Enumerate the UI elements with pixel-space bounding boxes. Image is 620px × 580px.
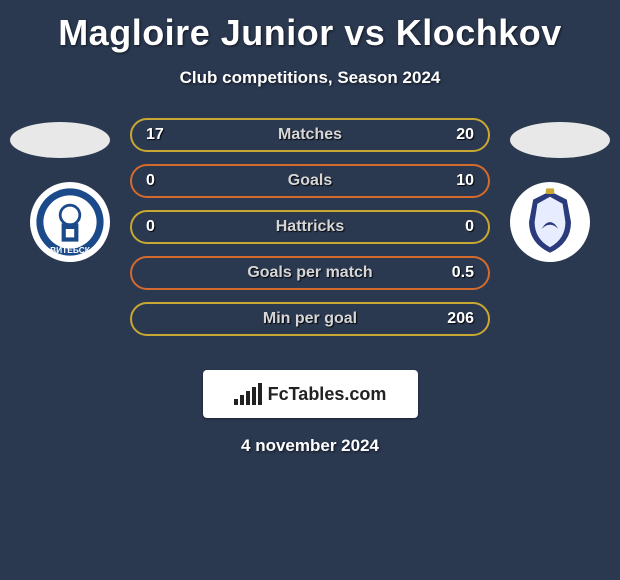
stat-label: Goals per match [247,264,372,282]
crest-left-icon: ВИТЕБСК [35,187,105,257]
svg-text:ВИТЕБСК: ВИТЕБСК [50,245,91,255]
flag-left [10,122,110,158]
stat-right-value: 0 [465,218,474,236]
stat-row: 0 Hattricks 0 [130,210,490,244]
stat-row: Min per goal 206 [130,302,490,336]
stat-row: 17 Matches 20 [130,118,490,152]
stat-row: 0 Goals 10 [130,164,490,198]
crest-right [510,182,590,262]
stat-right-value: 20 [456,126,474,144]
stat-label: Hattricks [276,218,344,236]
brand-badge: FcTables.com [203,370,418,418]
subtitle: Club competitions, Season 2024 [0,68,620,88]
page-title: Magloire Junior vs Klochkov [0,0,620,54]
date-text: 4 november 2024 [0,436,620,456]
stat-row: Goals per match 0.5 [130,256,490,290]
crest-left: ВИТЕБСК [30,182,110,262]
stat-right-value: 206 [447,310,474,328]
stat-rows: 17 Matches 20 0 Goals 10 0 Hattricks 0 Goals per … [130,118,490,348]
stat-label: Goals [288,172,332,190]
stat-label: Min per goal [263,310,357,328]
brand-text: FcTables.com [268,384,387,405]
brand-bars-icon [234,383,262,405]
stat-label: Matches [278,126,342,144]
stat-left-value: 0 [146,172,155,190]
stat-left-value: 0 [146,218,155,236]
stat-left-value: 17 [146,126,164,144]
flag-right [510,122,610,158]
stat-right-value: 10 [456,172,474,190]
comparison-stage: ВИТЕБСК 17 Matches 20 0 Goals 10 0 Hattricks 0 Go… [0,118,620,358]
stat-right-value: 0.5 [452,264,474,282]
crest-right-icon [515,187,585,257]
